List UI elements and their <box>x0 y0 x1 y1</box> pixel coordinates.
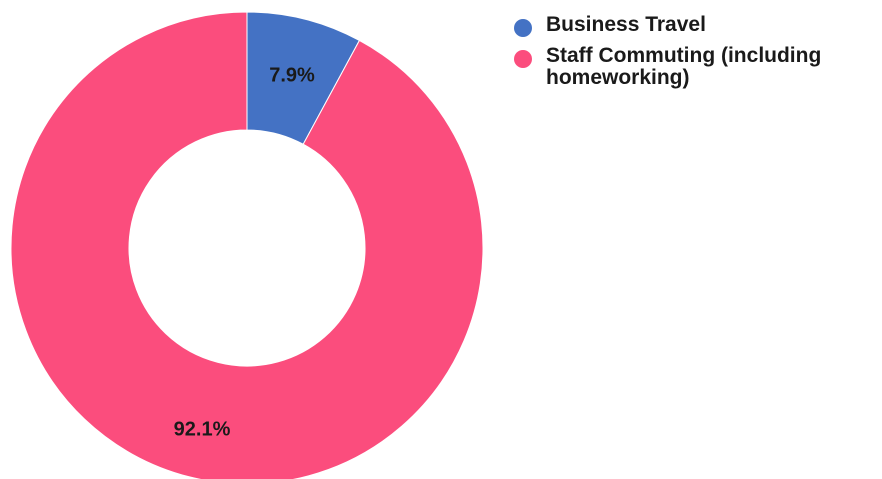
legend-swatch-staff-commuting <box>514 50 532 68</box>
donut-slices <box>10 11 484 479</box>
legend-label-business-travel: Business Travel <box>546 13 706 36</box>
slice-labels: 7.9% 92.1% <box>174 64 315 440</box>
legend-label-staff-commuting: Staff Commuting (including homeworking) <box>546 44 822 89</box>
slice-value-label-1: 92.1% <box>174 418 231 440</box>
donut-chart: 7.9% 92.1% <box>10 11 484 479</box>
slice-value-label-0: 7.9% <box>269 64 315 86</box>
legend-item-business-travel: Business Travel <box>514 14 876 37</box>
chart-legend: Business Travel Staff Commuting (includi… <box>514 14 876 97</box>
donut-slice-1 <box>10 11 484 479</box>
legend-swatch-business-travel <box>514 19 532 37</box>
legend-item-staff-commuting: Staff Commuting (including homeworking) <box>514 45 876 89</box>
